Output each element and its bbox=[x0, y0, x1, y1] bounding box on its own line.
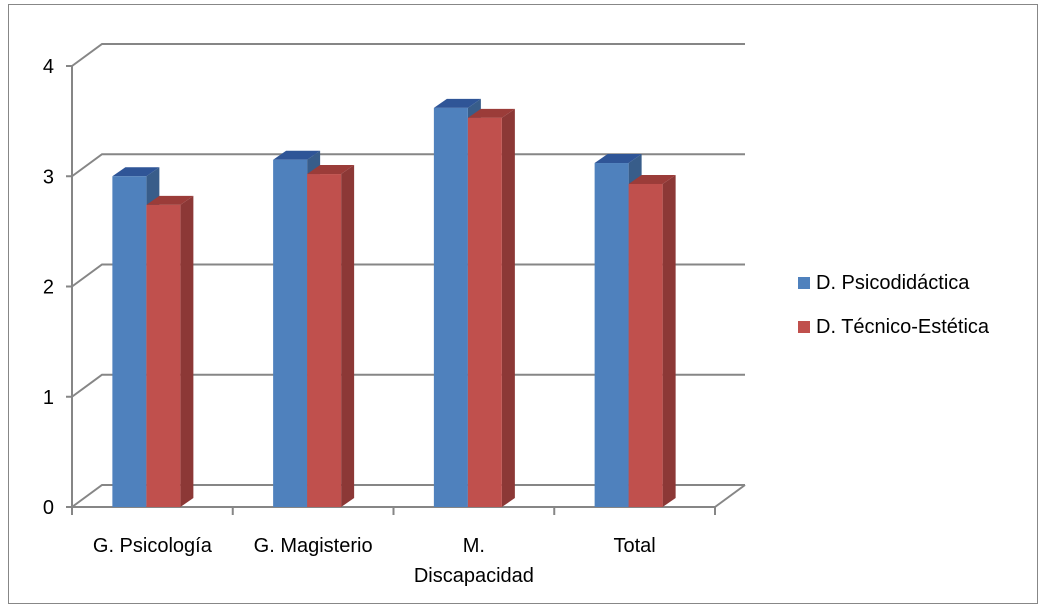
bar-top-d-t-cnico-est-tica bbox=[467, 108, 515, 118]
floor-edge bbox=[714, 484, 746, 508]
bar-top-d-psicodid-ctica bbox=[273, 150, 321, 160]
x-tick-label: Discapacidad bbox=[414, 565, 534, 587]
bar-d-t-cnico-est-tica bbox=[467, 117, 502, 507]
bar-top-d-t-cnico-est-tica bbox=[628, 174, 676, 184]
bars bbox=[112, 98, 676, 508]
gridline bbox=[71, 484, 745, 508]
legend-label-tecnico-estetica: D. Técnico-Estética bbox=[816, 315, 990, 338]
y-tick-label: 3 bbox=[43, 166, 54, 188]
bar-top-d-psicodid-ctica bbox=[112, 167, 160, 177]
bar-top-d-t-cnico-est-tica bbox=[307, 165, 355, 175]
legend-item-psicodidactica: D. Psicodidáctica bbox=[798, 272, 989, 294]
gridlines bbox=[71, 43, 745, 508]
y-tick-label: 1 bbox=[43, 387, 54, 409]
bar-side-d-t-cnico-est-tica bbox=[662, 174, 676, 507]
bar-top-d-t-cnico-est-tica bbox=[146, 195, 194, 205]
legend-label-psicodidactica: D. Psicodidáctica bbox=[816, 271, 970, 294]
bar-top-d-psicodid-ctica bbox=[594, 154, 642, 164]
bar-top-d-psicodid-ctica bbox=[433, 98, 481, 108]
bar-d-psicodid-ctica bbox=[594, 163, 629, 507]
x-tick-label: Total bbox=[614, 535, 656, 557]
y-tick-label: 0 bbox=[43, 497, 54, 519]
x-tick-label: G. Psicología bbox=[93, 535, 213, 557]
gridline bbox=[71, 43, 745, 67]
x-tick-label: M. bbox=[463, 535, 485, 557]
bar-d-psicodid-ctica bbox=[273, 159, 308, 507]
legend-item-tecnico-estetica: D. Técnico-Estética bbox=[798, 316, 989, 338]
y-tick-label: 2 bbox=[43, 277, 54, 299]
gridline bbox=[71, 263, 745, 288]
bar-d-t-cnico-est-tica bbox=[146, 204, 181, 508]
legend-swatch-psicodidactica bbox=[798, 277, 810, 289]
gridline bbox=[71, 153, 745, 178]
bar-side-d-t-cnico-est-tica bbox=[341, 165, 355, 508]
axis-labels: 0 1 2 3 4 G. Psicología G. Magisterio M. Discapa… bbox=[43, 56, 656, 587]
bar-side-d-t-cnico-est-tica bbox=[501, 108, 515, 507]
bar-d-psicodid-ctica bbox=[433, 107, 468, 508]
bar-side-d-t-cnico-est-tica bbox=[180, 195, 194, 508]
legend-swatch-tecnico-estetica bbox=[798, 321, 810, 333]
x-tick-label: G. Magisterio bbox=[254, 535, 373, 557]
gridline bbox=[71, 373, 745, 398]
bar-d-t-cnico-est-tica bbox=[307, 174, 342, 508]
legend: D. Psicodidáctica D. Técnico-Estética bbox=[798, 272, 989, 360]
bar-d-psicodid-ctica bbox=[112, 176, 147, 507]
y-tick-label: 4 bbox=[43, 56, 54, 78]
bar-d-t-cnico-est-tica bbox=[628, 183, 663, 507]
